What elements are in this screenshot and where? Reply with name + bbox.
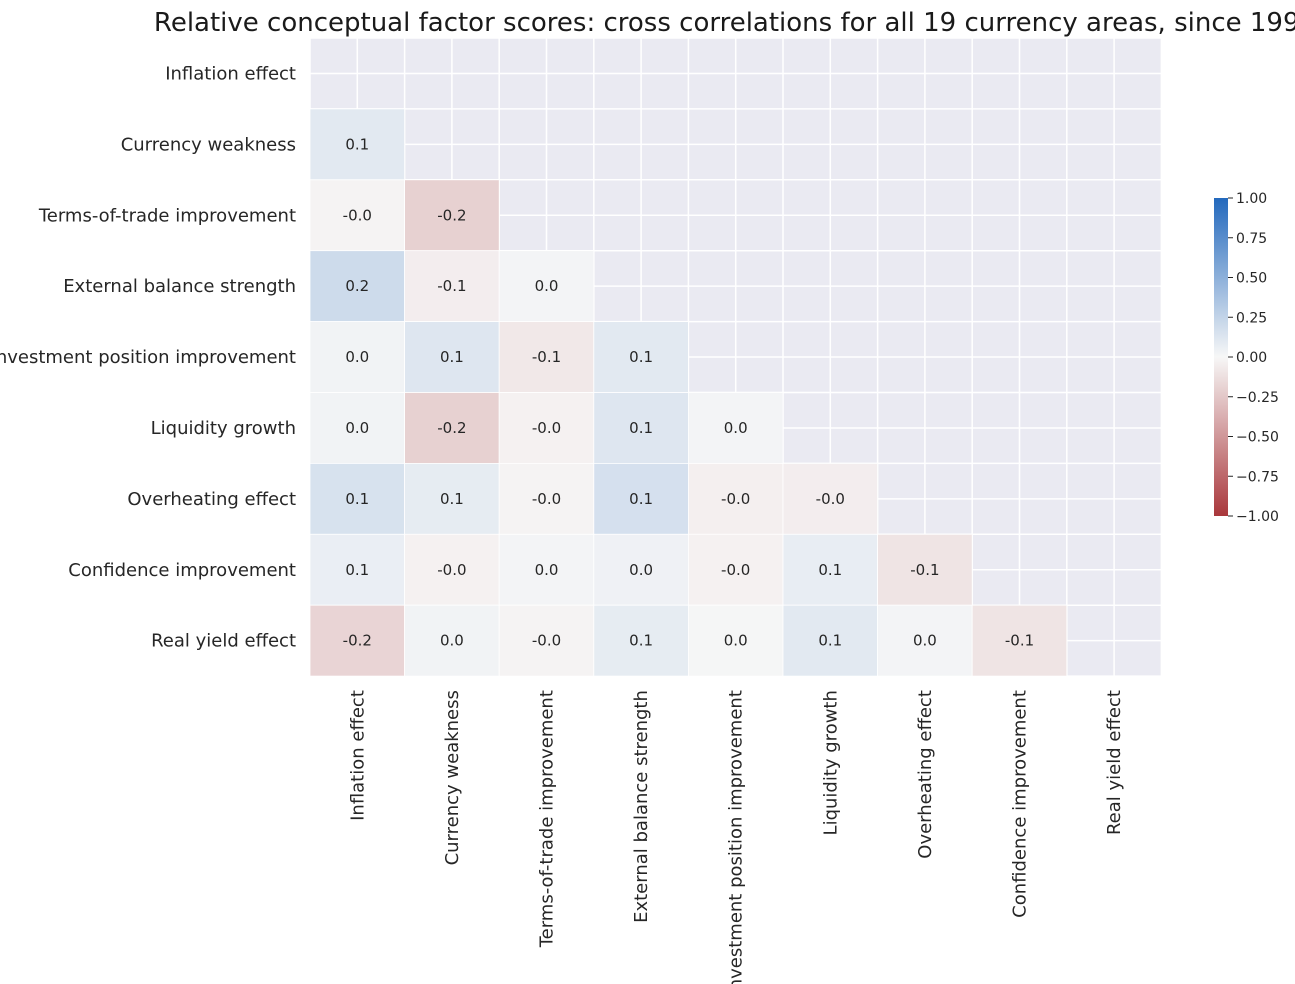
heatmap-cell [404, 462, 500, 535]
colorbar-tick-label: −0.25 [1236, 390, 1279, 406]
colorbar-tick-label: −0.75 [1236, 469, 1279, 485]
heatmap-cell [877, 533, 973, 606]
heatmap-cell [688, 462, 784, 535]
cell-value-label: 0.1 [818, 561, 842, 579]
colorbar-tick-label: 1.00 [1236, 191, 1267, 207]
cell-value-label: 0.0 [724, 632, 748, 650]
y-tick-label: Terms-of-trade improvement [38, 205, 296, 226]
heatmap-cell [404, 604, 500, 677]
colorbar [1214, 198, 1228, 516]
cell-value-label: -0.0 [532, 419, 561, 437]
cell-value-label: 0.0 [629, 561, 653, 579]
x-tick-label: Liquidity growth [820, 690, 841, 835]
x-tick-label: Terms-of-trade improvement [537, 690, 558, 948]
x-tick-label: Real yield effect [1104, 690, 1125, 835]
heatmap-cell [593, 462, 689, 535]
x-tick-label: Confidence improvement [1010, 690, 1031, 918]
cell-value-label: 0.1 [629, 632, 653, 650]
colorbar-tick-label: −0.50 [1236, 430, 1279, 446]
heatmap-cell [688, 533, 784, 606]
cell-value-label: 0.0 [345, 348, 369, 366]
heatmap-cell [498, 321, 595, 393]
colorbar-tick-label: 0.75 [1236, 231, 1267, 247]
cell-value-label: -0.1 [532, 348, 561, 366]
x-tick-label: Currency weakness [442, 690, 463, 865]
heatmap-cell [593, 604, 689, 677]
cell-value-label: -0.0 [532, 632, 561, 650]
heatmap-cell [498, 250, 595, 322]
y-tick-label: Investment position improvement [0, 347, 296, 368]
x-tick-label: Overheating effect [915, 690, 936, 859]
heatmap-cell [404, 533, 500, 606]
heatmap-cell [404, 179, 500, 252]
cell-value-label: -0.0 [532, 490, 561, 508]
heatmap-cell [688, 392, 784, 464]
colorbar-tick-label: 0.50 [1236, 271, 1267, 287]
cell-value-label: 0.0 [535, 561, 559, 579]
cell-value-label: -0.0 [721, 490, 750, 508]
cell-value-label: 0.0 [913, 632, 937, 650]
cell-value-label: -0.2 [437, 419, 466, 437]
cell-value-label: 0.1 [345, 135, 369, 153]
y-tick-label: Inflation effect [165, 63, 296, 84]
cell-value-label: 0.1 [629, 419, 653, 437]
cell-value-label: 0.1 [345, 561, 369, 579]
cell-value-label: -0.2 [437, 206, 466, 224]
heatmap-cell [782, 533, 878, 606]
cell-value-label: -0.0 [437, 561, 466, 579]
cell-value-label: 0.1 [440, 348, 464, 366]
heatmap-cell [498, 462, 595, 535]
colorbar-tick-label: −1.00 [1236, 509, 1279, 525]
cell-value-label: 0.0 [724, 419, 748, 437]
cell-value-label: -0.1 [910, 561, 939, 579]
heatmap-cell [309, 392, 405, 464]
heatmap-cell [309, 179, 405, 252]
y-tick-label: Confidence improvement [68, 560, 296, 581]
heatmap-cell [782, 604, 878, 677]
heatmap-cell [498, 604, 595, 677]
cell-value-label: 0.1 [440, 490, 464, 508]
heatmap-cell [593, 392, 689, 464]
cell-value-label: 0.1 [629, 490, 653, 508]
cell-value-label: 0.1 [345, 490, 369, 508]
cell-value-label: 0.1 [629, 348, 653, 366]
heatmap-cell [309, 321, 405, 393]
heatmap-cell [309, 604, 405, 677]
y-tick-label: External balance strength [63, 276, 296, 297]
heatmap-cell [971, 604, 1068, 677]
heatmap-cell [593, 533, 689, 606]
cell-value-label: -0.0 [343, 206, 372, 224]
heatmap-cell [309, 462, 405, 535]
heatmap-cell [593, 321, 689, 393]
heatmap-cell [498, 392, 595, 464]
x-tick-label: Inflation effect [347, 690, 368, 821]
cell-value-label: 0.0 [440, 632, 464, 650]
heatmap-cell [877, 604, 973, 677]
cell-value-label: -0.1 [1005, 632, 1034, 650]
heatmap-cell [309, 108, 405, 181]
y-tick-label: Real yield effect [151, 631, 296, 652]
colorbar-tick-label: 0.25 [1236, 310, 1267, 326]
cell-value-label: 0.2 [345, 277, 369, 295]
cell-value-label: 0.0 [535, 277, 559, 295]
y-tick-label: Liquidity growth [151, 418, 296, 439]
x-tick-label: External balance strength [631, 690, 652, 923]
x-tick-label: Investment position improvement [726, 690, 747, 984]
cell-value-label: -0.0 [721, 561, 750, 579]
heatmap-cell [309, 533, 405, 606]
cell-value-label: -0.0 [816, 490, 845, 508]
chart-title: Relative conceptual factor scores: cross… [154, 8, 1295, 38]
cell-value-label: -0.1 [437, 277, 466, 295]
cell-value-label: 0.1 [818, 632, 842, 650]
cell-value-label: -0.2 [343, 632, 372, 650]
colorbar-tick-label: 0.00 [1236, 350, 1267, 366]
y-tick-label: Overheating effect [127, 489, 296, 510]
heatmap-cell [688, 604, 784, 677]
heatmap-cell [404, 250, 500, 322]
y-tick-label: Currency weakness [121, 134, 296, 155]
cell-value-label: 0.0 [345, 419, 369, 437]
